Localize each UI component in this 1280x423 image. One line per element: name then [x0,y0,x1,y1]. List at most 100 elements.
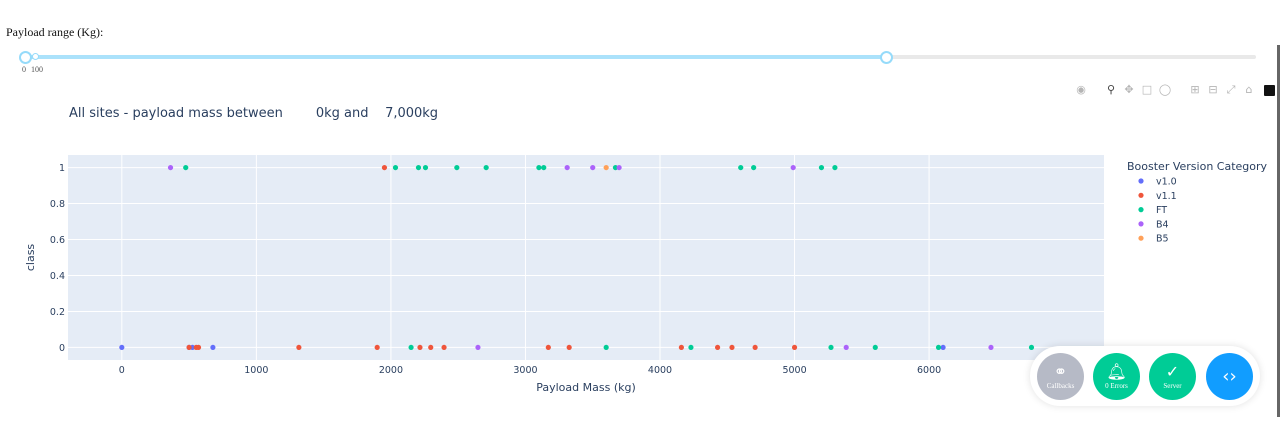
data-point-FT[interactable] [751,164,757,171]
data-point-FT[interactable] [415,164,422,171]
x-tick-label: 4000 [648,365,672,376]
data-point-v1.1[interactable] [374,344,380,351]
code-button[interactable]: ‹› [1206,353,1253,400]
data-point-FT[interactable] [738,164,744,171]
data-point-B4[interactable] [564,164,570,171]
slider-mark-100: 100 [31,65,43,74]
slider-track[interactable] [24,55,886,59]
data-point-FT[interactable] [612,164,619,171]
data-point-B4[interactable] [843,344,849,351]
legend-label-B4: B4 [1156,219,1169,230]
payload-range-label: Payload range (Kg): [6,25,104,39]
data-point-v1.1[interactable] [566,344,572,351]
y-tick-label: 0 [59,343,65,354]
slider-handle-max[interactable] [880,51,893,64]
data-point-B4[interactable] [616,164,622,171]
data-point-FT[interactable] [818,164,825,171]
data-point-FT[interactable] [872,344,878,351]
legend-label-FT: FT [1156,205,1167,216]
check-icon: ✓ [1165,362,1180,381]
server-label: Server [1163,382,1182,390]
data-points[interactable] [119,164,1035,351]
chart-title: All sites - payload mass between 0kg and… [69,106,438,121]
y-tick-label: 1 [59,163,65,174]
data-point-v1.1[interactable] [428,344,434,351]
x-axis-title: Payload Mass (kg) [536,381,636,394]
dash-devtools: ⚭ Callbacks 🔔︎ 0 Errors ✓ Server ‹› [1030,346,1260,406]
legend-label-B5: B5 [1156,234,1169,245]
callbacks-button[interactable]: ⚭ Callbacks [1037,353,1084,400]
data-point-B4[interactable] [988,344,994,351]
pan-icon[interactable]: ✥ [1124,83,1134,96]
data-point-v1.0[interactable] [940,344,946,351]
slider-handle-min[interactable] [19,51,32,64]
legend-marker-v1.0 [1138,178,1144,184]
data-point-v1.1[interactable] [678,344,684,351]
data-point-v1.1[interactable] [752,344,758,351]
data-point-FT[interactable] [1028,344,1035,351]
zoom-out-icon[interactable]: ⊟ [1208,83,1218,96]
x-tick-label: 2000 [379,365,403,376]
autoscale-icon[interactable]: ⤢ [1226,83,1236,96]
data-point-FT[interactable] [828,344,834,351]
errors-label: 0 Errors [1105,382,1128,390]
x-tick-label: 1000 [244,365,268,376]
data-point-FT[interactable] [392,164,399,171]
legend-marker-v1.1 [1138,192,1144,198]
data-point-v1.1[interactable] [791,344,798,351]
zoom-in-icon[interactable]: ⊞ [1190,83,1200,96]
data-point-FT[interactable] [536,164,542,171]
data-point-B5[interactable] [603,164,609,171]
x-tick-label: 5000 [782,365,806,376]
x-tick-label: 6000 [917,365,941,376]
axis-ticks: 0 1000 2000 3000 4000 5000 6000 0 0.2 0.4 0.6 0.8 1 [50,163,941,376]
data-point-FT[interactable] [832,164,838,171]
home-icon[interactable]: ⌂ [1245,83,1253,96]
legend-marker-B4 [1138,221,1144,227]
camera-icon[interactable]: ◉ [1076,83,1086,96]
plotly-logo-icon[interactable] [1264,84,1275,96]
data-point-B4[interactable] [590,164,596,171]
data-point-FT[interactable] [183,164,189,171]
data-point-v1.1[interactable] [417,344,423,351]
data-point-FT[interactable] [454,164,460,171]
data-point-v1.0[interactable] [119,344,125,351]
data-point-v1.1[interactable] [195,344,202,351]
data-point-v1.1[interactable] [186,344,192,351]
share-icon: ⚭ [1053,362,1068,381]
data-point-FT[interactable] [541,164,547,171]
callbacks-label: Callbacks [1046,382,1075,390]
data-point-FT[interactable] [935,344,942,351]
data-point-FT[interactable] [422,164,429,171]
legend-label-v1.0: v1.0 [1156,177,1177,188]
data-point-B4[interactable] [167,164,174,171]
code-icon: ‹› [1222,366,1237,387]
y-tick-label: 0.4 [50,271,65,282]
data-point-v1.1[interactable] [441,344,447,351]
data-point-FT[interactable] [483,164,489,171]
legend-title: Booster Version Category [1127,160,1268,173]
data-point-v1.1[interactable] [545,344,551,351]
errors-button[interactable]: 🔔︎ 0 Errors [1093,353,1140,400]
data-point-v1.1[interactable] [296,344,302,351]
legend[interactable]: Booster Version Category v1.0 v1.1 FT B4 B5 [1127,160,1268,245]
zoom-icon[interactable]: ⚲ [1106,83,1116,96]
server-button[interactable]: ✓ Server [1149,353,1196,400]
box-select-icon[interactable]: □ [1141,83,1153,96]
chart-title-high: 7,000kg [385,106,439,121]
data-point-v1.1[interactable] [381,164,388,171]
data-point-B4[interactable] [475,344,481,351]
legend-label-v1.1: v1.1 [1156,191,1177,202]
data-point-FT[interactable] [603,344,609,351]
data-point-v1.1[interactable] [714,344,721,351]
data-point-v1.0[interactable] [210,344,216,351]
data-point-B4[interactable] [790,164,796,171]
slider-mark-dot [32,53,39,60]
page-scrollbar[interactable] [1277,45,1280,417]
data-point-v1.1[interactable] [729,344,735,351]
data-point-FT[interactable] [408,344,414,351]
data-point-FT[interactable] [688,344,694,351]
bell-icon: 🔔︎ [1106,362,1127,381]
y-axis-title: class [24,244,37,272]
lasso-icon[interactable]: ◯ [1158,83,1172,96]
